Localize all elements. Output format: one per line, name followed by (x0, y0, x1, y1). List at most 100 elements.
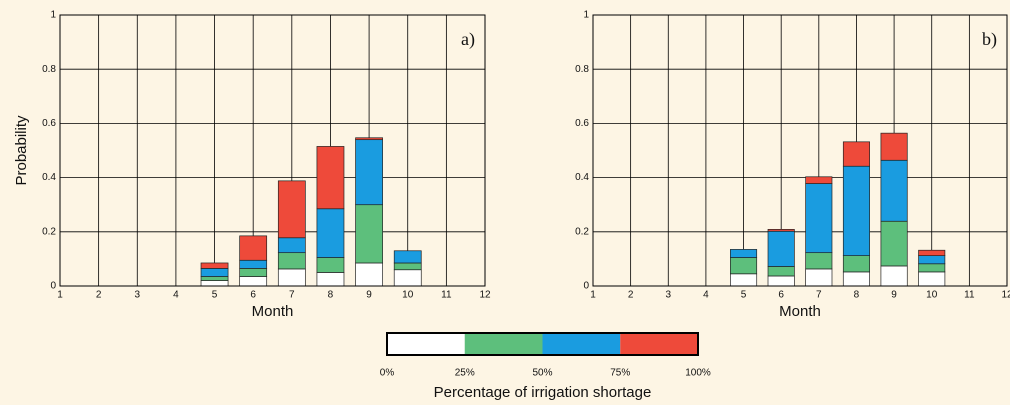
x-tick-label: 3 (134, 290, 140, 301)
bar-segment (767, 266, 795, 277)
colorbar-tick-label: 100% (685, 368, 711, 379)
bar-segment (918, 271, 946, 287)
bar-segment (316, 257, 345, 273)
bar-segment (805, 183, 833, 254)
y-tick-label: 0 (50, 281, 56, 292)
y-tick-label: 0.4 (575, 172, 589, 183)
y-tick-label: 0.4 (42, 172, 56, 183)
x-tick-label: 8 (328, 290, 334, 301)
bar-segment (805, 268, 833, 287)
bar-segment (918, 249, 946, 256)
bar-segment (355, 139, 383, 206)
x-tick-label: 4 (703, 290, 709, 301)
y-tick-label: 0.6 (575, 118, 589, 129)
x-tick-label: 5 (741, 290, 747, 301)
x-tick-label: 6 (250, 290, 256, 301)
plot-frame (59, 14, 486, 287)
bar-segment (239, 268, 268, 277)
colorbar-swatch (620, 333, 698, 355)
panel-label: a) (461, 29, 475, 50)
x-tick-label: 8 (854, 290, 860, 301)
y-tick-label: 0.8 (42, 64, 56, 75)
bar-segment (918, 255, 946, 265)
colorbar-tick-label: 75% (610, 368, 630, 379)
bar-segment (880, 132, 908, 161)
y-axis-label: Probability (13, 115, 30, 186)
bar-segment (393, 269, 422, 287)
bar-segment (842, 165, 870, 256)
y-tick-label: 0 (583, 281, 589, 292)
bar-segment (316, 272, 345, 287)
x-axis-label: Month (252, 303, 294, 320)
bar-segment (239, 276, 268, 287)
x-tick-label: 9 (366, 290, 372, 301)
bar-segment (200, 276, 229, 281)
bar-segment (277, 268, 306, 287)
bar-segment (355, 262, 383, 287)
x-tick-label: 7 (289, 290, 295, 301)
colorbar-tick-label: 0% (380, 368, 395, 379)
x-tick-label: 11 (964, 290, 975, 301)
bar-segment (239, 235, 268, 261)
bar-segment (767, 275, 795, 287)
bar-segment (393, 262, 422, 271)
x-tick-label: 12 (479, 290, 491, 301)
bar-segment (200, 262, 229, 269)
bar-segment (842, 271, 870, 287)
x-tick-label: 7 (816, 290, 822, 301)
bar-segment (316, 208, 345, 258)
x-tick-label: 2 (628, 290, 634, 301)
x-axis-label: Month (779, 303, 821, 320)
bar-segment (200, 268, 229, 277)
x-tick-label: 4 (173, 290, 179, 301)
x-tick-label: 1 (57, 290, 63, 301)
bar-segment (767, 230, 795, 267)
bar-segment (277, 180, 306, 239)
bar-segment (355, 137, 383, 141)
plot-area (593, 15, 1007, 286)
bar-segment (805, 176, 833, 184)
x-tick-label: 9 (891, 290, 897, 301)
y-tick-label: 0.2 (575, 226, 589, 237)
bar-segment (842, 255, 870, 273)
y-tick-label: 1 (50, 10, 56, 21)
x-tick-label: 12 (1001, 290, 1010, 301)
bar-segment (880, 220, 908, 267)
plot-area (60, 15, 485, 286)
y-tick-label: 0.8 (575, 64, 589, 75)
x-tick-label: 3 (665, 290, 671, 301)
bar-segment (730, 257, 758, 275)
x-tick-label: 10 (926, 290, 938, 301)
bar-segment (239, 259, 268, 269)
panel-label: b) (982, 29, 997, 50)
colorbar-tick-label: 50% (532, 368, 552, 379)
bar-segment (393, 250, 422, 264)
x-tick-label: 1 (590, 290, 596, 301)
bar-segment (277, 237, 306, 254)
colorbar-tick-label: 25% (455, 368, 475, 379)
bar-segment (805, 252, 833, 270)
bar-segment (767, 229, 795, 232)
colorbar-frame (386, 332, 699, 356)
x-tick-label: 10 (402, 290, 414, 301)
y-tick-label: 0.2 (42, 226, 56, 237)
bar-segment (880, 265, 908, 287)
plot-frame (592, 14, 1008, 287)
bar-segment (880, 159, 908, 222)
colorbar-swatch (464, 333, 543, 355)
colorbar-swatch (542, 333, 621, 355)
y-tick-label: 1 (583, 10, 589, 21)
x-tick-label: 11 (441, 290, 452, 301)
x-tick-label: 5 (212, 290, 218, 301)
bar-segment (730, 249, 758, 258)
x-tick-label: 6 (778, 290, 784, 301)
bar-segment (200, 280, 229, 287)
y-tick-label: 0.6 (42, 118, 56, 129)
bar-segment (316, 146, 345, 210)
bar-segment (730, 273, 758, 287)
colorbar-swatch (387, 333, 465, 355)
colorbar-label: Percentage of irrigation shortage (434, 384, 652, 401)
x-tick-label: 2 (96, 290, 102, 301)
bar-segment (277, 252, 306, 270)
